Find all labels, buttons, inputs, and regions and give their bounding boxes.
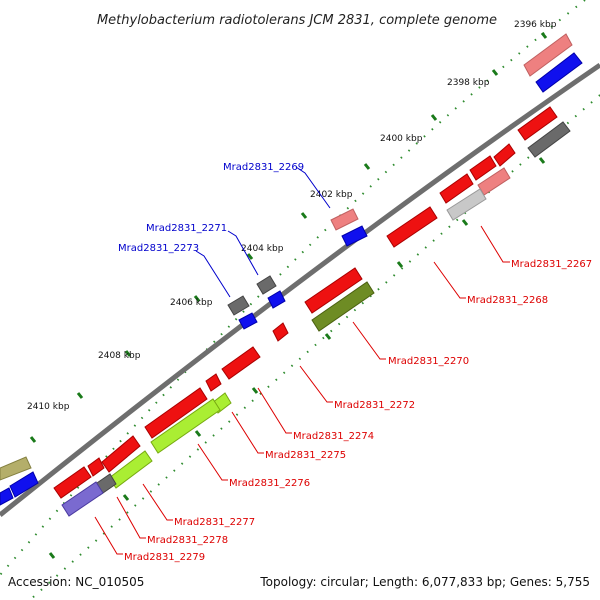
gene-label-mrad2831-2275[interactable]: Mrad2831_2275 — [265, 450, 346, 461]
gene-feature-mrad2831-2277[interactable] — [101, 435, 141, 473]
gene-feature[interactable] — [517, 106, 558, 141]
leader-lines-reverse — [94, 225, 510, 555]
gene-feature[interactable] — [386, 206, 438, 248]
leader-line — [195, 250, 231, 298]
tick-label: 2404 kbp — [241, 244, 284, 254]
gene-feature[interactable] — [493, 143, 516, 167]
gene-label-mrad2831-2269[interactable]: Mrad2831_2269 — [223, 162, 304, 173]
gene-label-mrad2831-2279[interactable]: Mrad2831_2279 — [124, 552, 205, 563]
tick-label: 2400 kbp — [380, 134, 423, 144]
gene-feature[interactable] — [0, 456, 32, 481]
inner-dotted-track — [29, 94, 600, 600]
tick-label: 2402 kbp — [310, 190, 353, 200]
leader-line — [352, 321, 386, 360]
gene-feature[interactable] — [527, 121, 571, 158]
forward-gene-labels: Mrad2831_2269 Mrad2831_2271 Mrad2831_227… — [118, 162, 304, 254]
tick-label: 2410 kbp — [27, 402, 70, 412]
leader-line — [433, 261, 466, 299]
gene-label-mrad2831-2277[interactable]: Mrad2831_2277 — [174, 517, 255, 528]
gene-feature[interactable] — [61, 481, 104, 517]
gene-feature-mrad2831-2271[interactable] — [256, 275, 277, 295]
leader-line — [142, 483, 173, 521]
genome-backbone — [0, 62, 600, 517]
leader-lines-forward — [195, 166, 331, 298]
leader-line — [299, 365, 333, 403]
tick-label: 2398 kbp — [447, 78, 490, 88]
tick-label: 2406 kbp — [170, 298, 213, 308]
gene-feature[interactable] — [469, 155, 497, 181]
leader-line — [227, 230, 259, 276]
gene-label-mrad2831-2274[interactable]: Mrad2831_2274 — [293, 431, 374, 442]
gene-feature-mrad2831-2269[interactable] — [330, 208, 359, 231]
gene-label-mrad2831-2270[interactable]: Mrad2831_2270 — [388, 356, 469, 367]
tick-label: 2396 kbp — [514, 20, 557, 30]
gene-feature[interactable] — [267, 290, 286, 309]
gene-feature-mrad2831-2279[interactable] — [53, 466, 92, 499]
gene-feature-mrad2831-2270[interactable] — [304, 267, 363, 314]
gene-feature[interactable] — [87, 457, 105, 477]
topology-summary: Topology: circular; Length: 6,077,833 bp… — [259, 575, 590, 589]
gene-feature-mrad2831-2276[interactable] — [150, 398, 221, 454]
leader-line — [231, 411, 264, 454]
gene-feature-mrad2831-2273[interactable] — [227, 295, 250, 316]
leader-line — [480, 225, 510, 263]
gene-label-mrad2831-2276[interactable]: Mrad2831_2276 — [229, 478, 310, 489]
gene-feature-mrad2831-2275[interactable] — [144, 387, 208, 439]
gene-features — [0, 33, 583, 517]
gene-feature[interactable] — [0, 487, 14, 506]
gene-feature[interactable] — [439, 173, 474, 204]
leader-line — [116, 496, 146, 539]
leader-line — [295, 166, 331, 209]
gene-feature-mrad2831-2272[interactable] — [272, 322, 289, 342]
gene-label-mrad2831-2268[interactable]: Mrad2831_2268 — [467, 295, 548, 306]
accession-text: Accession: NC_010505 — [8, 575, 144, 589]
gene-label-mrad2831-2267[interactable]: Mrad2831_2267 — [511, 259, 592, 270]
gene-feature[interactable] — [446, 188, 487, 221]
gene-feature[interactable] — [205, 373, 222, 392]
gene-feature[interactable] — [523, 33, 573, 77]
major-ticks — [29, 32, 548, 559]
gene-label-mrad2831-2271[interactable]: Mrad2831_2271 — [146, 223, 227, 234]
map-title: Methylobacterium radiotolerans JCM 2831,… — [97, 13, 497, 28]
gene-feature-mrad2831-2274[interactable] — [221, 346, 261, 380]
tick-labels: 2396 kbp 2398 kbp 2400 kbp 2402 kbp 2404… — [27, 20, 557, 412]
gene-label-mrad2831-2278[interactable]: Mrad2831_2278 — [147, 535, 228, 546]
gene-label-mrad2831-2273[interactable]: Mrad2831_2273 — [118, 243, 199, 254]
leader-line — [257, 387, 292, 434]
tick-label: 2408 kbp — [98, 351, 141, 361]
reverse-gene-labels: Mrad2831_2267 Mrad2831_2268 Mrad2831_227… — [124, 259, 592, 563]
gene-feature[interactable] — [9, 471, 39, 498]
gene-feature[interactable] — [311, 281, 375, 332]
gene-label-mrad2831-2272[interactable]: Mrad2831_2272 — [334, 400, 415, 411]
gene-feature[interactable] — [535, 52, 583, 93]
gene-feature[interactable] — [341, 225, 368, 247]
leader-line — [94, 516, 123, 555]
gene-feature[interactable] — [238, 312, 258, 330]
leader-line — [197, 443, 228, 481]
